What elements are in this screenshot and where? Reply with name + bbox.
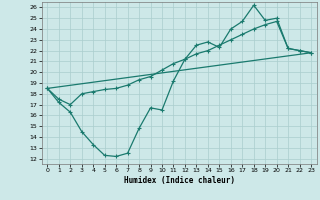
X-axis label: Humidex (Indice chaleur): Humidex (Indice chaleur) <box>124 176 235 185</box>
